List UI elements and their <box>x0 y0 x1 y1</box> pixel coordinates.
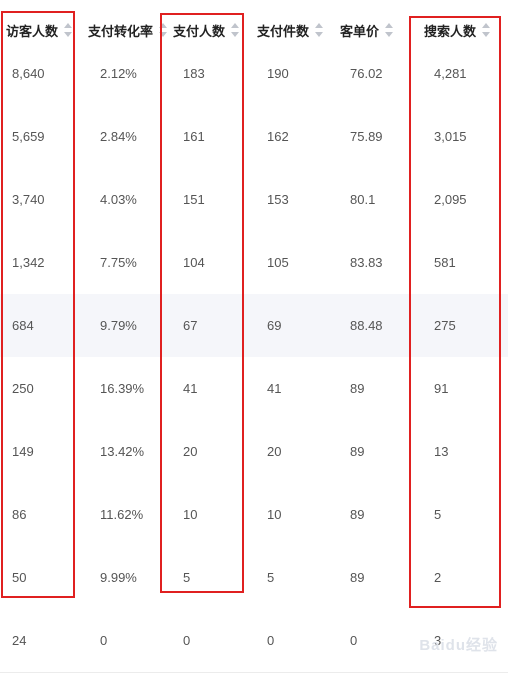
table-cell-aov: 89 <box>350 444 365 459</box>
table-cell-aov: 83.83 <box>350 255 383 270</box>
table-cell-searchers: 581 <box>434 255 456 270</box>
column-header-aov[interactable]: 客单价 <box>340 0 394 60</box>
watermark: Baidu经验 <box>419 637 498 654</box>
table-cell-conversion: 2.12% <box>100 66 137 81</box>
table-cell-visitors: 24 <box>12 633 27 648</box>
table-cell-visitors: 5,659 <box>12 129 45 144</box>
table-cell-conversion: 11.62% <box>100 507 144 522</box>
column-header-label: 访客人数 <box>6 23 59 39</box>
table-row[interactable]: 1,342 7.75% 104 105 83.83 581 <box>0 231 508 295</box>
column-header-label: 客单价 <box>340 23 380 39</box>
table-cell-searchers: 2 <box>434 570 442 585</box>
table-cell-payers: 67 <box>183 318 198 333</box>
column-header-label: 支付转化率 <box>88 23 154 39</box>
column-header-label: 支付件数 <box>257 23 310 39</box>
table-row[interactable]: 684 9.79% 67 69 88.48 275 <box>0 294 508 358</box>
column-header-label: 搜索人数 <box>424 23 477 39</box>
table-cell-payers: 5 <box>183 570 191 585</box>
table-cell-aov: 0 <box>350 633 358 648</box>
table-row[interactable]: 3,740 4.03% 151 153 80.1 2,095 <box>0 168 508 232</box>
table-cell-items: 5 <box>267 570 275 585</box>
table-cell-conversion: 16.39% <box>100 381 145 396</box>
sort-icon[interactable] <box>64 23 73 37</box>
table-cell-searchers: 13 <box>434 444 449 459</box>
table-row[interactable]: 250 16.39% 41 41 89 91 <box>0 357 508 421</box>
table-cell-searchers: 4,281 <box>434 66 467 81</box>
column-header-items[interactable]: 支付件数 <box>257 0 324 60</box>
table-cell-aov: 89 <box>350 570 365 585</box>
sort-icon[interactable] <box>231 23 240 37</box>
table-cell-aov: 89 <box>350 381 365 396</box>
table-cell-aov: 80.1 <box>350 192 376 207</box>
table-cell-items: 10 <box>267 507 282 522</box>
table-cell-payers: 183 <box>183 66 205 81</box>
table-cell-searchers: 5 <box>434 507 442 522</box>
table-cell-items: 162 <box>267 129 289 144</box>
table-cell-searchers: 3,015 <box>434 129 467 144</box>
table-cell-items: 190 <box>267 66 289 81</box>
table-cell-items: 69 <box>267 318 282 333</box>
table-cell-visitors: 1,342 <box>12 255 45 270</box>
table-cell-searchers: 2,095 <box>434 192 467 207</box>
table-cell-payers: 104 <box>183 255 205 270</box>
table-cell-searchers: 91 <box>434 381 449 396</box>
table-cell-visitors: 250 <box>12 381 34 396</box>
table-cell-payers: 41 <box>183 381 198 396</box>
table-cell-items: 20 <box>267 444 282 459</box>
table-cell-conversion: 13.42% <box>100 444 145 459</box>
table-cell-payers: 0 <box>183 633 191 648</box>
table-row[interactable]: 8,640 2.12% 183 190 76.02 4,281 <box>0 42 508 106</box>
sort-icon[interactable] <box>482 23 491 37</box>
table-cell-items: 105 <box>267 255 289 270</box>
table-cell-conversion: 9.79% <box>100 318 137 333</box>
column-header-label: 支付人数 <box>173 23 226 39</box>
column-header-searchers[interactable]: 搜索人数 <box>424 0 491 60</box>
table-row[interactable]: 86 11.62% 10 10 89 5 <box>0 483 508 547</box>
table-cell-aov: 76.02 <box>350 66 383 81</box>
table-cell-visitors: 3,740 <box>12 192 45 207</box>
table-cell-conversion: 7.75% <box>100 255 137 270</box>
table-cell-items: 41 <box>267 381 282 396</box>
table-cell-conversion: 2.84% <box>100 129 137 144</box>
table-cell-visitors: 8,640 <box>12 66 45 81</box>
table-cell-searchers: 275 <box>434 318 456 333</box>
table-row[interactable]: 5,659 2.84% 161 162 75.89 3,015 <box>0 105 508 169</box>
table-cell-searchers: 3 <box>434 633 442 648</box>
table-cell-conversion: 4.03% <box>100 192 137 207</box>
table-cell-visitors: 50 <box>12 570 27 585</box>
table-cell-payers: 10 <box>183 507 198 522</box>
table-cell-conversion: 9.99% <box>100 570 137 585</box>
table-cell-payers: 161 <box>183 129 205 144</box>
table-cell-aov: 75.89 <box>350 129 383 144</box>
table-row[interactable]: 50 9.99% 5 5 89 2 <box>0 546 508 610</box>
column-header-payers[interactable]: 支付人数 <box>173 0 240 60</box>
table-cell-aov: 89 <box>350 507 365 522</box>
table-cell-visitors: 149 <box>12 444 34 459</box>
column-header-conversion[interactable]: 支付转化率 <box>88 0 168 60</box>
sort-icon[interactable] <box>385 23 394 37</box>
column-header-visitors[interactable]: 访客人数 <box>6 0 73 60</box>
table-cell-items: 153 <box>267 192 289 207</box>
table-cell-payers: 151 <box>183 192 205 207</box>
sort-icon[interactable] <box>159 23 168 37</box>
table-row[interactable]: 149 13.42% 20 20 89 13 <box>0 420 508 484</box>
table-cell-visitors: 684 <box>12 318 34 333</box>
table-cell-conversion: 0 <box>100 633 108 648</box>
table-cell-aov: 88.48 <box>350 318 383 333</box>
table-cell-visitors: 86 <box>12 507 27 522</box>
sort-icon[interactable] <box>315 23 324 37</box>
table-cell-payers: 20 <box>183 444 198 459</box>
table-cell-items: 0 <box>267 633 275 648</box>
